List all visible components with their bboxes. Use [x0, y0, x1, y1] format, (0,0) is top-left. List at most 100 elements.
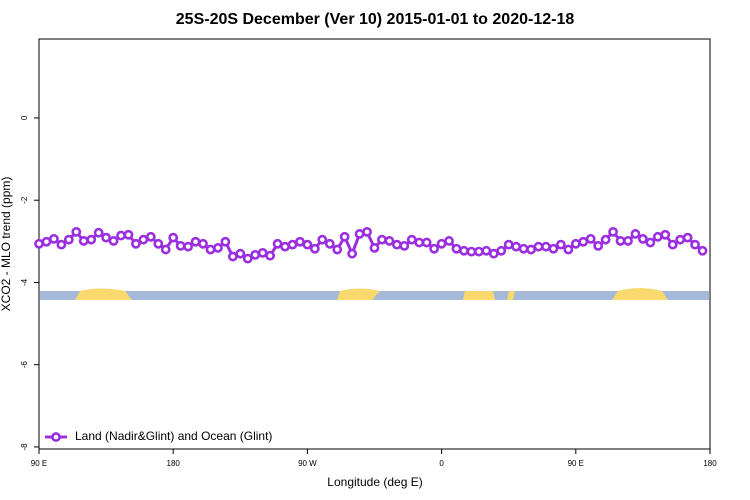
point — [71, 226, 82, 237]
point — [511, 241, 522, 252]
point — [317, 234, 328, 245]
point — [235, 248, 246, 259]
point — [295, 236, 305, 247]
land — [337, 288, 380, 300]
point — [541, 241, 551, 252]
point — [585, 233, 596, 244]
point — [391, 239, 402, 250]
land — [507, 291, 515, 300]
point — [459, 245, 469, 256]
point — [227, 251, 238, 262]
point — [414, 237, 425, 248]
point — [220, 236, 231, 247]
point — [630, 229, 641, 239]
x-tick-label: 0 — [439, 459, 444, 468]
point — [615, 236, 626, 246]
point — [145, 231, 156, 242]
point — [280, 241, 290, 252]
point — [332, 244, 343, 255]
x-tick-label: 90 W — [298, 459, 317, 468]
x-axis-label: Longitude (deg E) — [327, 475, 422, 489]
point — [548, 243, 559, 254]
point — [324, 238, 335, 249]
point — [638, 233, 648, 244]
point — [354, 229, 365, 239]
point — [436, 238, 447, 249]
chart-title: 25S-20S December (Ver 10) 2015-01-01 to … — [176, 11, 575, 28]
point — [481, 245, 492, 256]
point — [429, 243, 440, 254]
point — [138, 234, 149, 245]
point — [34, 238, 44, 249]
x-tick-label: 180 — [703, 459, 717, 468]
y-axis-label: XCO2 - MLO trend (ppm) — [0, 177, 13, 312]
point — [369, 243, 380, 253]
point — [555, 239, 566, 250]
point — [533, 241, 544, 252]
land — [75, 288, 132, 300]
x-tick-label: 90 E — [31, 459, 47, 468]
point — [101, 232, 111, 243]
point — [645, 237, 656, 248]
x-tick-label: 180 — [167, 459, 181, 468]
point — [213, 243, 223, 253]
point — [600, 234, 611, 245]
land-ocean-strip — [40, 288, 709, 300]
point — [347, 248, 358, 259]
point — [406, 234, 417, 245]
point — [78, 236, 89, 246]
point — [153, 238, 164, 249]
point — [444, 236, 454, 246]
point — [675, 234, 686, 245]
point — [272, 238, 283, 249]
point — [682, 232, 693, 243]
point — [123, 229, 134, 240]
point — [257, 247, 268, 258]
land — [463, 291, 495, 300]
point — [302, 239, 313, 250]
point — [93, 227, 104, 238]
point — [168, 232, 179, 243]
point — [488, 248, 499, 259]
point — [518, 243, 529, 254]
point — [309, 243, 320, 254]
point — [287, 239, 298, 250]
point — [41, 236, 52, 247]
point — [205, 244, 216, 255]
point — [183, 241, 194, 252]
point — [421, 237, 432, 248]
point — [190, 236, 201, 247]
point — [131, 238, 141, 249]
y-tick-label: 0 — [20, 115, 29, 120]
legend-marker — [51, 432, 61, 442]
point — [160, 244, 171, 255]
point — [86, 234, 97, 245]
point — [377, 234, 387, 245]
point — [667, 239, 678, 250]
point — [49, 233, 59, 244]
point — [623, 236, 633, 246]
point — [451, 243, 462, 254]
point — [526, 244, 536, 255]
point — [473, 246, 484, 257]
point — [690, 239, 700, 250]
y-tick-label: -8 — [20, 443, 29, 451]
point — [660, 229, 671, 240]
point — [697, 245, 708, 256]
y-tick-label: -2 — [20, 196, 29, 204]
y-tick-label: -4 — [20, 278, 29, 286]
legend-label: Land (Nadir&Glint) and Ocean (Glint) — [75, 429, 272, 443]
point — [570, 238, 581, 249]
point — [175, 240, 186, 251]
point — [198, 238, 208, 249]
point — [56, 239, 67, 250]
point — [242, 253, 253, 264]
point — [108, 236, 119, 246]
point — [466, 246, 477, 257]
point — [593, 240, 604, 251]
point — [63, 234, 74, 245]
point — [116, 230, 126, 241]
point — [362, 226, 372, 237]
point — [652, 231, 663, 242]
